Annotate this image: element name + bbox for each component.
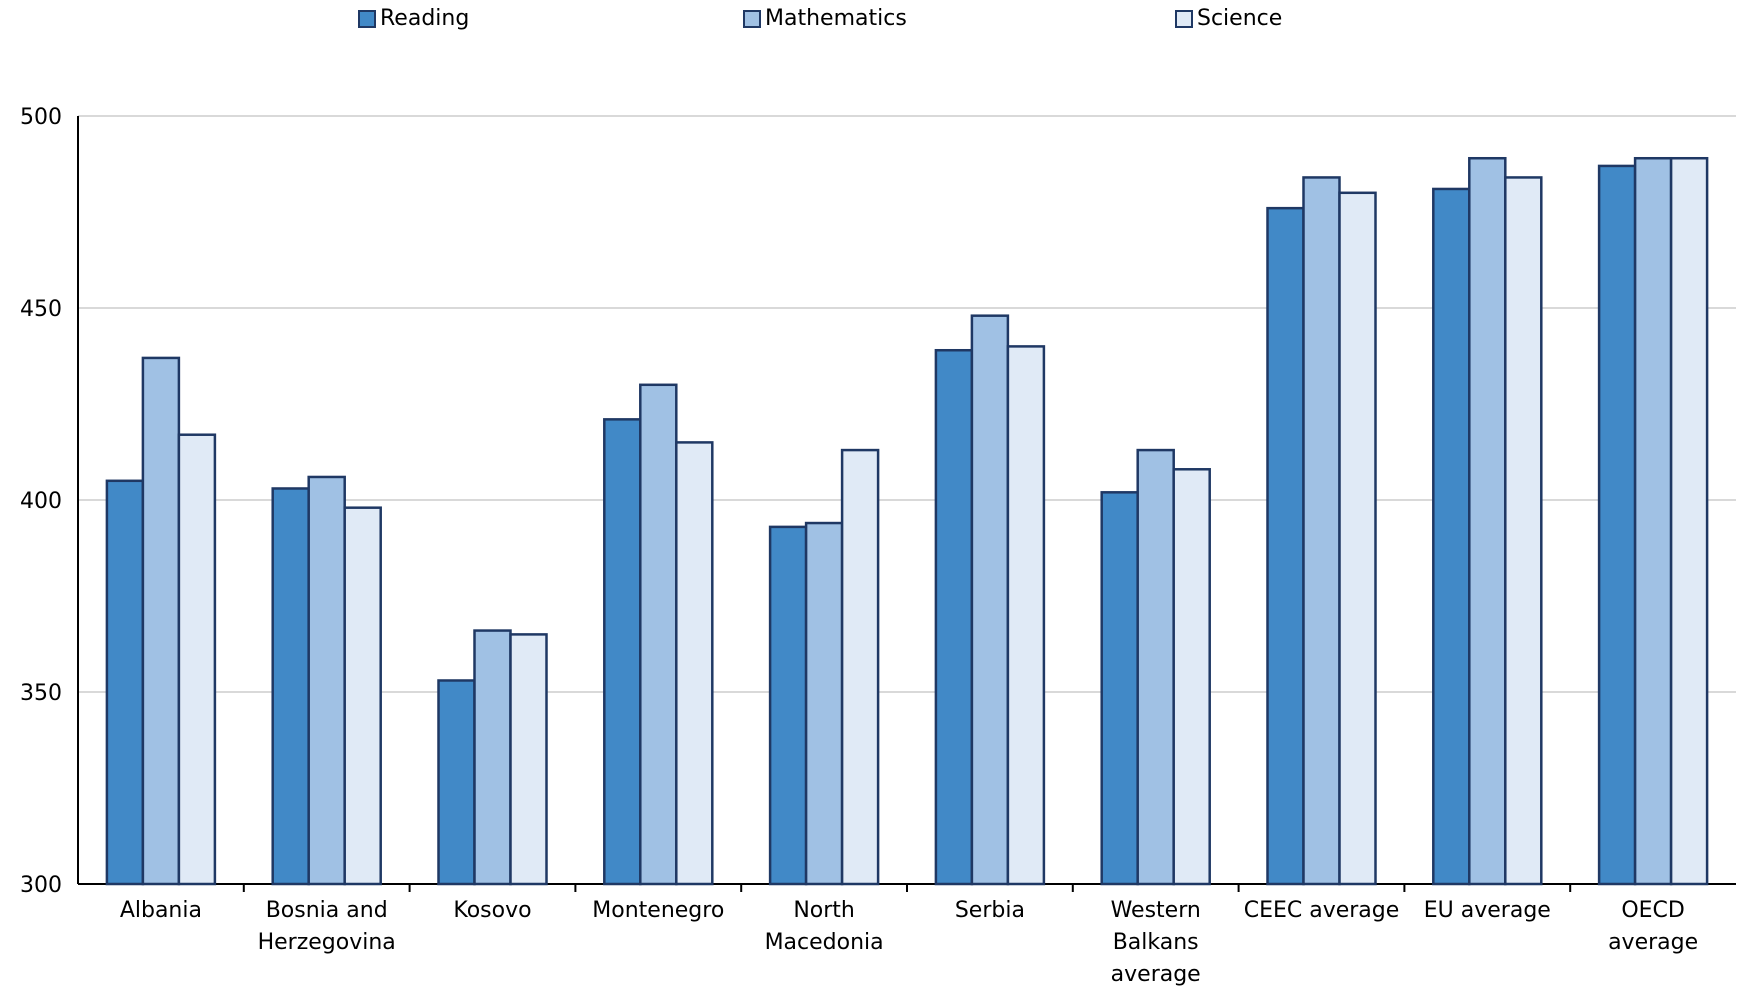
bar-science-3: [675, 441, 714, 886]
bar-reading-7: [1266, 206, 1305, 886]
bar-reading-1: [271, 487, 310, 886]
bar-science-6: [1172, 468, 1211, 886]
bar-science-1: [343, 506, 382, 886]
bar-science-0: [177, 433, 217, 886]
bar-science-8: [1504, 176, 1543, 886]
category-label-7-0: CEEC average: [1244, 898, 1400, 923]
bar-reading-8: [1432, 187, 1471, 886]
bar-mathematics-2: [473, 629, 512, 886]
legend-item-mathematics: Mathematics: [743, 6, 907, 31]
y-tick-label-400: 400: [20, 489, 62, 514]
bar-mathematics-9: [1633, 156, 1673, 886]
bar-reading-2: [437, 679, 476, 886]
bar-reading-4: [768, 525, 808, 886]
y-tick-label-450: 450: [20, 297, 62, 322]
legend-label-science: Science: [1197, 6, 1283, 31]
bar-reading-0: [105, 479, 145, 886]
bar-science-5: [1006, 345, 1046, 886]
bar-mathematics-3: [639, 383, 678, 886]
legend-swatch-mathematics: [743, 9, 761, 28]
bar-science-2: [509, 633, 548, 886]
bar-mathematics-5: [970, 314, 1010, 886]
y-tick-label-500: 500: [20, 105, 62, 130]
bar-science-9: [1669, 156, 1709, 886]
category-label-1-1: Herzegovina: [258, 930, 396, 955]
legend-swatch-reading: [358, 9, 376, 28]
bar-mathematics-0: [141, 356, 181, 886]
legend-label-reading: Reading: [380, 6, 470, 31]
category-label-1-0: Bosnia and: [266, 898, 388, 923]
category-label-3-0: Montenegro: [592, 898, 724, 923]
category-label-6-1: Balkans: [1113, 930, 1199, 955]
bar-mathematics-8: [1468, 156, 1507, 886]
legend-swatch-science: [1175, 9, 1193, 28]
bar-reading-5: [934, 348, 974, 886]
bar-mathematics-6: [1136, 448, 1175, 886]
bar-reading-6: [1100, 491, 1139, 886]
category-label-4-0: North: [793, 898, 855, 923]
category-label-9-0: OECD: [1621, 898, 1685, 923]
category-label-5-0: Serbia: [955, 898, 1025, 923]
bar-mathematics-7: [1302, 176, 1341, 886]
legend-item-reading: Reading: [358, 6, 469, 31]
category-label-6-0: Western: [1111, 898, 1201, 923]
bar-mathematics-1: [307, 475, 346, 886]
legend-item-science: Science: [1175, 6, 1282, 31]
chart-legend: Reading Mathematics Science: [0, 6, 1744, 36]
bar-science-4: [840, 448, 880, 886]
bar-reading-9: [1597, 164, 1637, 886]
category-label-6-2: average: [1111, 962, 1201, 987]
category-label-2-0: Kosovo: [453, 898, 531, 923]
category-label-9-1: average: [1608, 930, 1698, 955]
bar-science-7: [1338, 191, 1377, 886]
legend-label-mathematics: Mathematics: [765, 6, 907, 31]
y-tick-label-350: 350: [20, 681, 62, 706]
category-label-0-0: Albania: [120, 898, 202, 923]
category-label-8-0: EU average: [1424, 898, 1551, 923]
category-label-4-1: Macedonia: [765, 930, 884, 955]
y-tick-label-300: 300: [20, 873, 62, 898]
bar-reading-3: [603, 418, 642, 886]
bar-mathematics-4: [804, 521, 844, 886]
